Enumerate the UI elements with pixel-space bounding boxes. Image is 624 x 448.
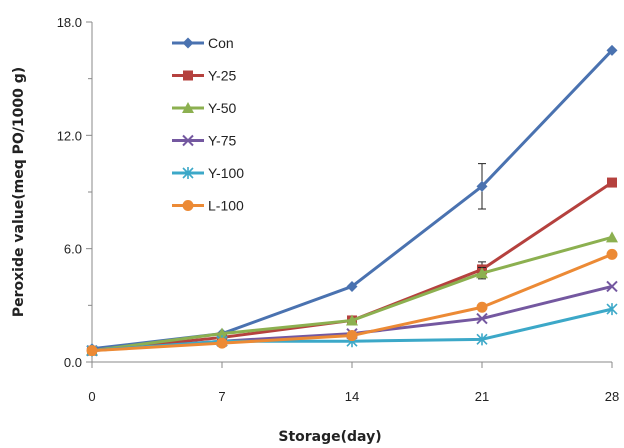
legend-marker: [182, 200, 194, 211]
y-tick-label: 12.0: [57, 128, 82, 143]
legend-label: Y-50: [208, 100, 237, 116]
data-point-y-100: [476, 333, 488, 346]
legend-item-y-75: Y-75: [172, 133, 237, 149]
legend-marker: [182, 102, 194, 113]
data-point-con: [606, 44, 618, 56]
data-point-l-100: [606, 248, 618, 260]
x-axis-title: Storage(day): [278, 429, 381, 445]
legend-label: Con: [208, 35, 234, 51]
axes: [91, 22, 612, 363]
data-point-y-50: [216, 327, 228, 339]
data-point-y-100: [606, 303, 618, 316]
data-point-con: [346, 280, 358, 292]
legend-label: Y-25: [208, 68, 237, 84]
y-tick-label: 6.0: [64, 242, 82, 257]
legend-label: L-100: [208, 198, 244, 214]
legend-item-con: Con: [172, 35, 234, 51]
y-tick-label: 0.0: [64, 355, 82, 370]
series-con: [86, 44, 618, 355]
x-tick-label: 28: [605, 389, 619, 404]
y-tick-label: 18.0: [57, 15, 82, 30]
legend-item-l-100: L-100: [172, 198, 244, 214]
series-layer: [86, 44, 618, 357]
x-tick-label: 0: [88, 389, 95, 404]
legend-marker: [183, 70, 193, 81]
x-tick-label: 14: [345, 389, 359, 404]
data-point-y-50: [346, 314, 358, 326]
data-point-y-50: [476, 267, 488, 279]
series-y-25: [87, 177, 617, 356]
series-l-100: [86, 248, 618, 357]
x-tick-label: 21: [475, 389, 489, 404]
legend-marker: [182, 134, 194, 147]
legend-label: Y-75: [208, 133, 237, 149]
legend: Con Y-25 Y-50 Y-75 Y-100 L-100: [172, 35, 244, 214]
data-point-l-100: [346, 330, 358, 342]
series-y-100: [86, 303, 618, 357]
y-ticks: 0.0 6.0 12.0 18.0: [57, 15, 92, 370]
legend-marker: [182, 37, 194, 49]
data-point-y-25: [607, 177, 617, 188]
data-point-y-75: [476, 312, 488, 325]
data-point-l-100: [476, 301, 488, 313]
legend-item-y-50: Y-50: [172, 100, 237, 116]
data-point-y-50: [606, 231, 618, 243]
series-y-50: [86, 231, 618, 356]
data-point-con: [476, 180, 488, 192]
legend-marker: [182, 167, 194, 179]
data-point-l-100: [216, 337, 228, 349]
legend-item-y-25: Y-25: [172, 68, 237, 84]
series-line-y-25: [91, 181, 613, 353]
legend-label: Y-100: [208, 165, 244, 181]
data-point-l-100: [86, 345, 98, 357]
series-line-con: [91, 49, 614, 351]
legend-item-y-100: Y-100: [172, 165, 244, 181]
x-tick-label: 7: [218, 389, 225, 404]
y-axis-title: Peroxide value(meq PO/1000 g): [11, 67, 27, 317]
data-point-y-75: [606, 280, 618, 293]
x-ticks: 0 7 14 21 28: [88, 362, 619, 404]
